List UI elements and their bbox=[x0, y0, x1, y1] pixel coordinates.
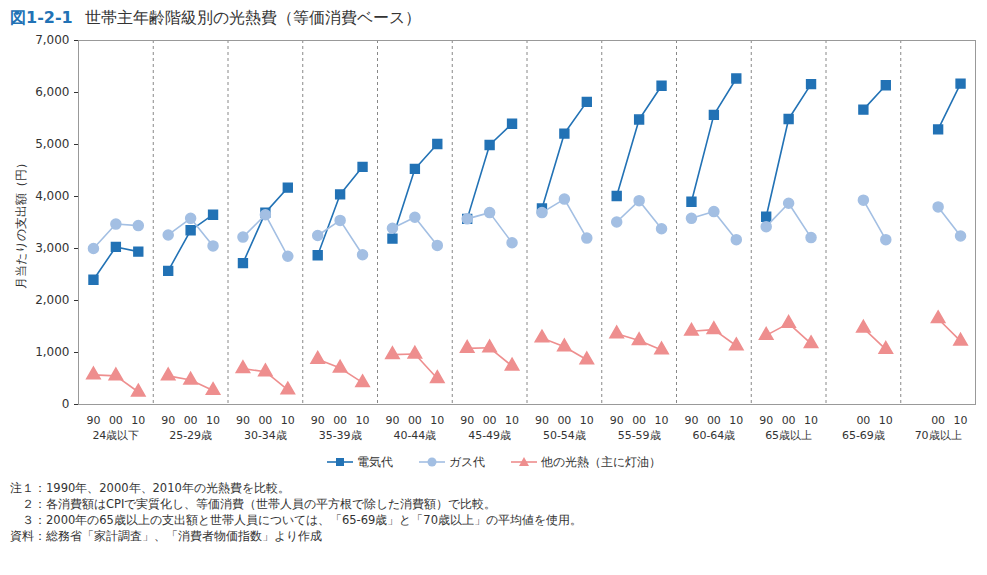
svg-text:00: 00 bbox=[184, 414, 198, 427]
svg-text:00: 00 bbox=[707, 414, 721, 427]
svg-text:00: 00 bbox=[782, 414, 796, 427]
svg-text:90: 90 bbox=[236, 414, 250, 427]
svg-text:10: 10 bbox=[655, 414, 669, 427]
svg-text:25-29歳: 25-29歳 bbox=[169, 429, 212, 442]
svg-text:3,000: 3,000 bbox=[35, 241, 69, 255]
svg-text:90: 90 bbox=[684, 414, 698, 427]
svg-text:10: 10 bbox=[729, 414, 743, 427]
svg-text:90: 90 bbox=[161, 414, 175, 427]
html-text:注１：1990年、2000年、2010年の光熱費を比較。: 注１：1990年、2000年、2010年の光熱費を比較。 bbox=[10, 481, 290, 495]
html-text:資料：総務省「家計調査」、「消費者物価指数」より作成: 資料：総務省「家計調査」、「消費者物価指数」より作成 bbox=[10, 529, 322, 543]
svg-text:30-34歳: 30-34歳 bbox=[244, 429, 287, 442]
svg-text:10: 10 bbox=[954, 414, 968, 427]
svg-text:00: 00 bbox=[632, 414, 646, 427]
html-text:３：2000年の65歳以上の支出額と世帯人員については、「6: ３：2000年の65歳以上の支出額と世帯人員については、「65-69歳」と「70… bbox=[10, 513, 582, 527]
svg-text:00: 00 bbox=[109, 414, 123, 427]
svg-text:00: 00 bbox=[557, 414, 571, 427]
svg-text:10: 10 bbox=[804, 414, 818, 427]
svg-text:6,000: 6,000 bbox=[35, 85, 69, 99]
svg-text:10: 10 bbox=[430, 414, 444, 427]
svg-text:55-59歳: 55-59歳 bbox=[618, 429, 661, 442]
svg-text:00: 00 bbox=[258, 414, 272, 427]
svg-text:10: 10 bbox=[206, 414, 220, 427]
html-text:２：各消費額はCPIで実質化し、等価消費（世帯人員の平方根で: ２：各消費額はCPIで実質化し、等価消費（世帯人員の平方根で除した消費額）で比較… bbox=[10, 497, 497, 511]
svg-text:00: 00 bbox=[333, 414, 347, 427]
svg-text:10: 10 bbox=[356, 414, 370, 427]
svg-text:10: 10 bbox=[879, 414, 893, 427]
html-text:世帯主年齢階級別の光熱費（等価消費ベース）: 世帯主年齢階級別の光熱費（等価消費ベース） bbox=[84, 8, 421, 27]
svg-text:90: 90 bbox=[759, 414, 773, 427]
svg-text:2,000: 2,000 bbox=[35, 293, 69, 307]
svg-text:90: 90 bbox=[86, 414, 100, 427]
svg-text:00: 00 bbox=[931, 414, 945, 427]
svg-text:50-54歳: 50-54歳 bbox=[543, 429, 586, 442]
html-text:ガス代: ガス代 bbox=[448, 454, 485, 469]
html-text:他の光熱（主に灯油）: 他の光熱（主に灯油） bbox=[540, 454, 661, 469]
svg-text:10: 10 bbox=[131, 414, 145, 427]
html-text:図1-2-1: 図1-2-1 bbox=[10, 8, 73, 27]
svg-text:60-64歳: 60-64歳 bbox=[692, 429, 735, 442]
svg-text:45-49歳: 45-49歳 bbox=[468, 429, 511, 442]
svg-text:90: 90 bbox=[385, 414, 399, 427]
svg-text:70歳以上: 70歳以上 bbox=[915, 429, 962, 442]
svg-text:00: 00 bbox=[483, 414, 497, 427]
svg-text:00: 00 bbox=[408, 414, 422, 427]
svg-text:90: 90 bbox=[535, 414, 549, 427]
svg-text:10: 10 bbox=[281, 414, 295, 427]
svg-text:24歳以下: 24歳以下 bbox=[92, 429, 139, 442]
svg-text:35-39歳: 35-39歳 bbox=[319, 429, 362, 442]
svg-text:0: 0 bbox=[62, 397, 70, 411]
svg-text:40-44歳: 40-44歳 bbox=[393, 429, 436, 442]
svg-text:65歳以上: 65歳以上 bbox=[765, 429, 812, 442]
svg-text:10: 10 bbox=[505, 414, 519, 427]
svg-text:7,000: 7,000 bbox=[35, 33, 69, 47]
html-text:電気代: 電気代 bbox=[356, 454, 393, 469]
svg-text:10: 10 bbox=[580, 414, 594, 427]
svg-text:90: 90 bbox=[460, 414, 474, 427]
svg-text:月当たりの支出額（円）: 月当たりの支出額（円） bbox=[14, 157, 28, 289]
svg-text:90: 90 bbox=[311, 414, 325, 427]
svg-text:5,000: 5,000 bbox=[35, 137, 69, 151]
svg-text:65-69歳: 65-69歳 bbox=[842, 429, 885, 442]
svg-text:4,000: 4,000 bbox=[35, 189, 69, 203]
svg-text:90: 90 bbox=[610, 414, 624, 427]
svg-text:00: 00 bbox=[856, 414, 870, 427]
svg-text:1,000: 1,000 bbox=[35, 345, 69, 359]
